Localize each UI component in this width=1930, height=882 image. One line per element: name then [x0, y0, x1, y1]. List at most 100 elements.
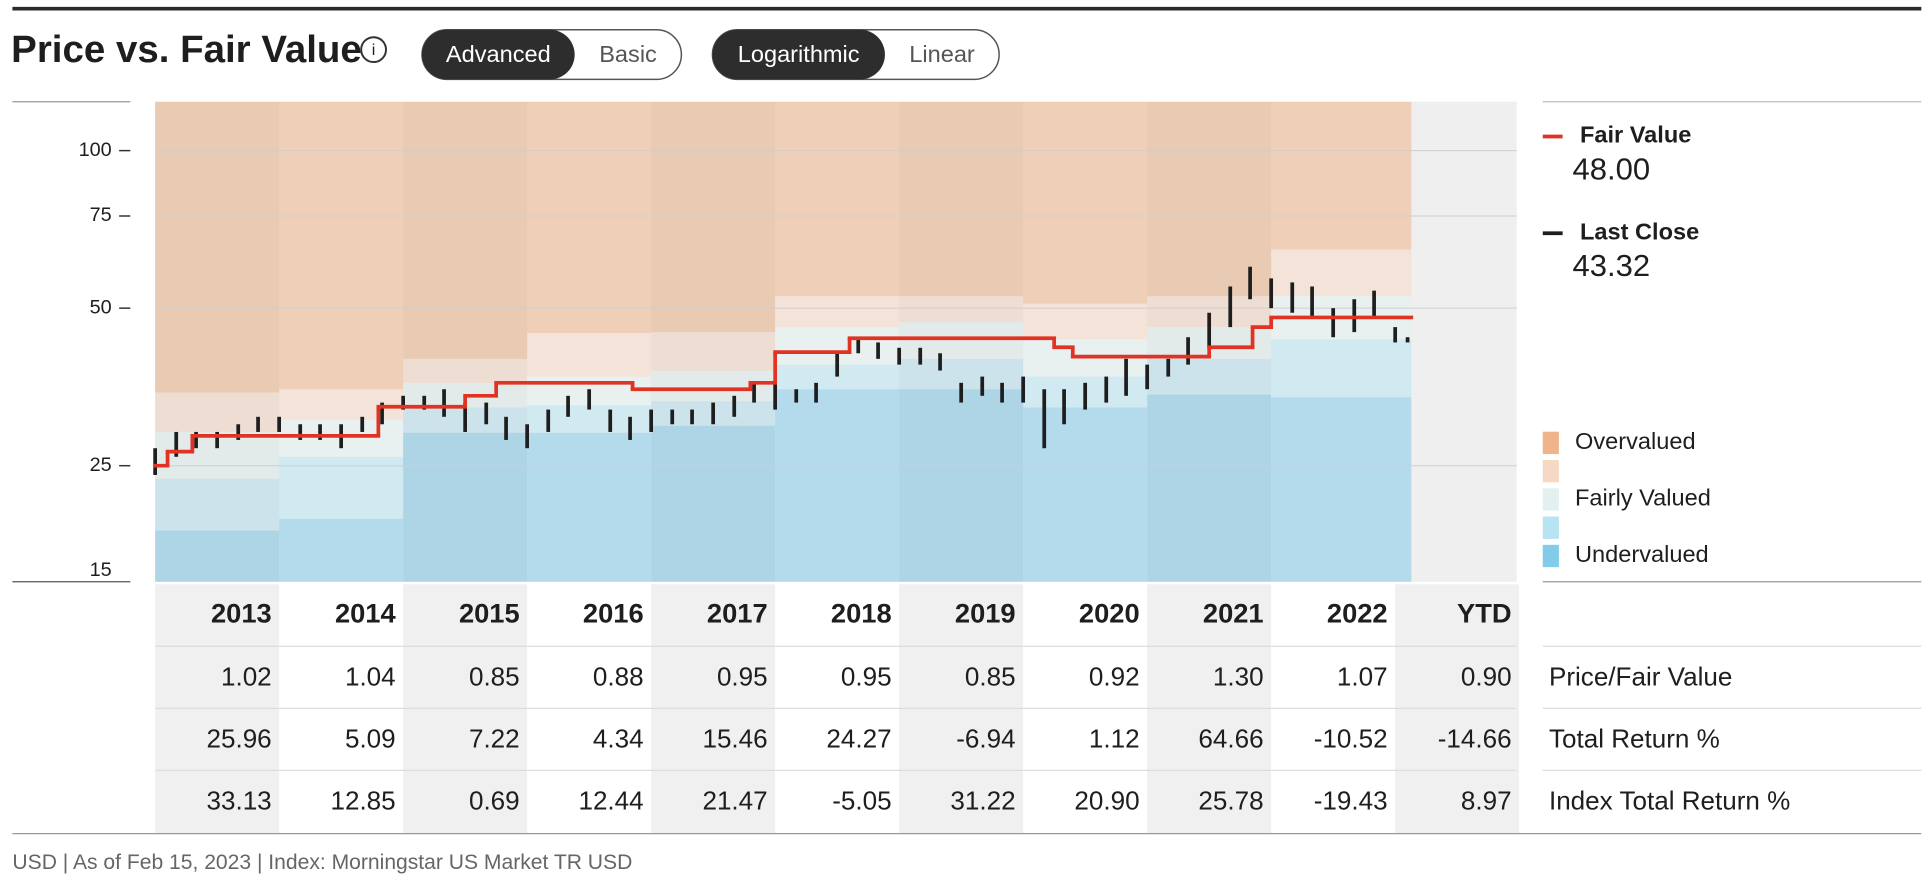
y-tick-label: 15: [90, 559, 112, 581]
toggle-active-bg: [712, 29, 885, 80]
table-cell: 5.09: [345, 723, 396, 753]
column-shade: [403, 102, 527, 582]
table-cell: 25.96: [206, 723, 271, 753]
table-cell: 1.07: [1337, 661, 1388, 691]
table-cell: 0.85: [965, 661, 1016, 691]
table-cell: 25.78: [1198, 785, 1263, 815]
legend-value: 48.00: [1573, 151, 1651, 186]
table-cell: 0.88: [593, 661, 644, 691]
toggle-active-bg: [421, 29, 575, 80]
valuation-band: [527, 432, 652, 582]
y-tick-label: 75: [90, 204, 112, 226]
table-cell: 0.85: [469, 661, 520, 691]
table-header: 2015: [459, 597, 520, 628]
valuation-band: [651, 425, 776, 582]
column-shade: [651, 102, 775, 582]
table-cell: 1.02: [221, 661, 272, 691]
table-cell: 12.85: [330, 785, 395, 815]
table-cell: 1.30: [1213, 661, 1264, 691]
legend-swatch: [1542, 544, 1559, 568]
valuation-band: [899, 296, 1024, 323]
table-header: 2014: [335, 597, 397, 628]
title: Price vs. Fair Value: [11, 28, 362, 71]
valuation-band: [651, 332, 776, 371]
valuation-band: [155, 478, 280, 531]
table-cell: 31.22: [950, 785, 1015, 815]
legend-swatch: [1542, 516, 1559, 539]
table-header: 2018: [831, 597, 892, 628]
valuation-band: [1023, 303, 1148, 340]
table-cell: 21.47: [702, 785, 767, 815]
valuation-band: [1271, 249, 1412, 297]
y-tick-label: 50: [90, 296, 112, 318]
table-cell: 15.46: [702, 723, 767, 753]
valuation-band: [899, 389, 1024, 582]
valuation-band: [527, 101, 652, 334]
legend-value: 43.32: [1573, 248, 1651, 283]
valuation-band: [403, 432, 528, 582]
table-cell: -10.52: [1314, 723, 1388, 753]
valuation-band: [651, 101, 776, 333]
legend-label: Fairly Valued: [1575, 485, 1711, 511]
table-cell: 64.66: [1198, 723, 1263, 753]
table-header: 2021: [1203, 597, 1264, 628]
toggle-label: Basic: [599, 41, 657, 67]
svg-text:i: i: [372, 41, 376, 59]
table-header: YTD: [1457, 597, 1512, 628]
table-cell: -6.94: [956, 723, 1015, 753]
valuation-band: [527, 333, 652, 377]
valuation-band: [403, 101, 528, 359]
table-cell: 0.90: [1461, 661, 1512, 691]
valuation-band: [1147, 101, 1272, 297]
table-cell: -14.66: [1438, 723, 1512, 753]
table-header: 2022: [1327, 597, 1388, 628]
legend-swatch: [1542, 488, 1559, 511]
valuation-band: [403, 358, 528, 383]
legend-swatch: [1542, 459, 1559, 483]
table-cell: 8.97: [1461, 785, 1512, 815]
legend-label: Overvalued: [1575, 428, 1696, 454]
valuation-band: [1271, 339, 1412, 398]
legend-swatch: [1542, 431, 1559, 455]
toggle-button[interactable]: Linear: [909, 41, 975, 67]
table-cell: 1.04: [345, 661, 396, 691]
table-row-label: Index Total Return %: [1549, 785, 1790, 815]
table-header: 2019: [955, 597, 1016, 628]
table-header: 2020: [1079, 597, 1140, 628]
table-cell: 20.90: [1074, 785, 1139, 815]
table-header: 2017: [707, 597, 768, 628]
toggle-button[interactable]: Advanced: [421, 29, 575, 80]
valuation-band: [775, 296, 900, 328]
table-cell: 0.69: [469, 785, 520, 815]
toggle-button[interactable]: Logarithmic: [712, 29, 885, 80]
table-cell: -19.43: [1314, 785, 1388, 815]
y-tick-label: 100: [79, 139, 112, 161]
table-cell: 1.12: [1089, 723, 1140, 753]
legend-label: Undervalued: [1575, 541, 1709, 567]
legend-label: Last Close: [1580, 218, 1699, 244]
valuation-band: [279, 389, 404, 420]
table-cell: 7.22: [469, 723, 520, 753]
toggle-label: Logarithmic: [738, 41, 860, 67]
table-cell: 33.13: [206, 785, 271, 815]
valuation-band: [775, 389, 900, 582]
valuation-band: [279, 456, 404, 519]
valuation-band: [775, 101, 900, 297]
valuation-band: [279, 101, 404, 390]
toggle-group: Logarithmic Linear: [711, 29, 1000, 81]
info-icon[interactable]: i: [360, 36, 387, 64]
table-cell: 12.44: [578, 785, 643, 815]
toggle-button[interactable]: Basic: [599, 41, 657, 67]
table-row-label: Price/Fair Value: [1549, 661, 1732, 691]
table-row-label: Total Return %: [1549, 723, 1720, 753]
valuation-band: [279, 518, 404, 582]
valuation-band: [155, 530, 280, 582]
valuation-band: [899, 101, 1024, 297]
toggle-label: Advanced: [446, 41, 551, 67]
valuation-band: [1023, 101, 1148, 304]
valuation-band: [1271, 101, 1412, 250]
column-shade: [899, 102, 1023, 582]
legend-label: Fair Value: [1580, 122, 1691, 148]
